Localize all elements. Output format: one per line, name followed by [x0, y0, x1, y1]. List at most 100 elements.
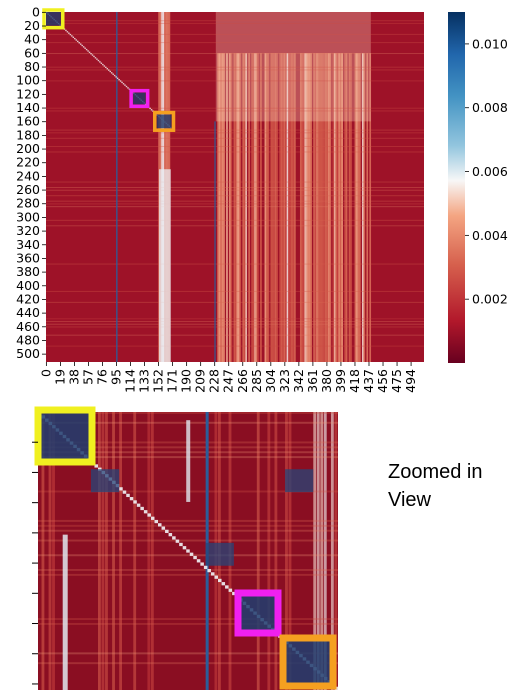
heatmap-row-band: [46, 189, 424, 191]
heatmap-column-band: [243, 53, 246, 362]
heatmap-diagonal-cell: [115, 76, 117, 78]
x-tick-label: 114: [123, 369, 138, 393]
zoom-column-band: [334, 412, 338, 690]
x-tick-label: 228: [207, 369, 222, 393]
zoom-row-band: [38, 524, 338, 527]
zoom-row-band: [38, 652, 338, 655]
highlight-box: [152, 110, 176, 132]
zoomed-heatmap-cells: [38, 412, 338, 690]
x-tick-label: 418: [347, 369, 362, 393]
y-tick-label: 360: [16, 250, 40, 265]
heatmap-diagonal-cell: [94, 57, 97, 59]
zoom-row-band: [38, 529, 338, 532]
heatmap-diagonal-cell: [93, 55, 95, 58]
heatmap-column-band: [267, 53, 270, 362]
zoom-cluster-block: [285, 469, 314, 493]
zoom-row-band: [38, 554, 338, 557]
x-tick-label: 19: [52, 369, 67, 385]
heatmap-diagonal-cell: [119, 80, 122, 82]
heatmap-column-band: [236, 53, 239, 362]
y-tick-label: 180: [16, 127, 40, 142]
heatmap-diagonal-cell: [110, 72, 113, 74]
heatmap-row-band: [46, 107, 424, 109]
colorbar: 0.002 0.004 0.006 0.008 0.010: [448, 12, 508, 363]
heatmap-column-band: [233, 53, 236, 362]
heatmap-column-band: [221, 53, 224, 362]
zoom-diagonal-cell: [214, 575, 218, 579]
x-tick-label: 152: [151, 369, 166, 393]
zoomed-y-ticks: [32, 441, 38, 685]
heatmap-column-band: [350, 53, 352, 362]
x-tick-label: 0: [38, 369, 53, 377]
x-tick-label: 361: [305, 369, 320, 393]
y-tick-label: 220: [16, 155, 40, 170]
zoom-highlight-fill: [41, 413, 89, 459]
x-tick-label: 209: [193, 369, 208, 393]
heatmap-diagonal-cell: [74, 37, 76, 40]
heatmap-diagonal-cell: [68, 32, 70, 34]
zoom-column-band: [330, 412, 334, 690]
heatmap-row-band: [46, 203, 424, 205]
zoomed-heatmap: [32, 406, 338, 690]
x-tick-label: 323: [277, 369, 292, 393]
heatmap-diagonal-cell: [150, 109, 153, 111]
heatmap-column-band: [283, 53, 286, 362]
zoom-column-band: [52, 412, 55, 690]
y-tick-label: 400: [16, 278, 40, 293]
x-tick-label: 247: [221, 369, 236, 393]
heatmap-diagonal-cell: [96, 58, 98, 60]
heatmap-column-band: [242, 53, 245, 362]
y-tick-label: 40: [24, 32, 40, 47]
heatmap-column-band: [223, 53, 225, 362]
highlight-block-fill: [156, 114, 172, 129]
zoom-row-band: [38, 662, 338, 665]
heatmap-row-band: [46, 22, 424, 24]
heatmap-column-band: [320, 53, 323, 362]
heatmap-diagonal-cell: [127, 87, 129, 89]
heatmap-row-band: [46, 181, 424, 183]
heatmap-diagonal-cell: [81, 44, 83, 47]
zoom-cluster-block: [205, 542, 234, 566]
main-highlight-boxes: [42, 8, 176, 132]
heatmap-light-region: [215, 12, 371, 122]
zoom-caption-line-1: Zoomed in: [388, 461, 483, 483]
zoom-highlight-fill: [241, 596, 275, 630]
heatmap-column-band: [302, 53, 305, 362]
zoom-diagonal-cell: [186, 549, 190, 553]
zoom-diagonal-cell: [154, 519, 158, 524]
y-tick-label: 500: [16, 346, 40, 361]
heatmap-column-band: [338, 53, 341, 362]
colorbar-tick-label: 0.004: [472, 228, 508, 243]
heatmap-column-band: [273, 53, 276, 362]
heatmap-column-band: [301, 53, 304, 362]
heatmap-diagonal-cell: [90, 53, 92, 55]
colorbar-tick-label: 0.010: [472, 36, 508, 51]
heatmap-diagonal-cell: [103, 65, 106, 67]
zoom-diagonal-cell: [221, 582, 226, 586]
zoom-caption-line-2: View: [388, 489, 431, 511]
heatmap-row-band: [46, 326, 424, 328]
heatmap-diagonal-cell: [91, 54, 94, 56]
colorbar-tick-label: 0.002: [472, 292, 508, 307]
colorbar-tick-label: 0.008: [472, 100, 508, 115]
zoom-column-band: [313, 412, 317, 690]
x-tick-label: 456: [375, 369, 390, 393]
zoom-diagonal-cell: [179, 542, 183, 547]
heatmap-column-band: [317, 53, 320, 362]
zoom-diagonal-cell: [161, 526, 166, 530]
heatmap-diagonal-cell: [149, 107, 151, 110]
heatmap-column-band: [218, 53, 221, 362]
heatmap-diagonal-cell: [109, 70, 111, 73]
zoom-diagonal-cell: [182, 546, 187, 550]
heatmap-row-band: [46, 206, 424, 208]
highlight-block-fill: [46, 12, 61, 26]
y-tick-label: 340: [16, 237, 40, 252]
heatmap-column-band: [329, 53, 332, 362]
zoom-diagonal-cell: [200, 562, 204, 566]
heatmap-diagonal-cell: [102, 63, 104, 66]
heatmap-column-band: [274, 53, 277, 362]
zoom-diagonal-cell: [147, 513, 151, 517]
heatmap-diagonal-cell: [65, 29, 67, 32]
zoom-cluster-block: [90, 469, 120, 493]
highlight-box: [42, 8, 65, 30]
